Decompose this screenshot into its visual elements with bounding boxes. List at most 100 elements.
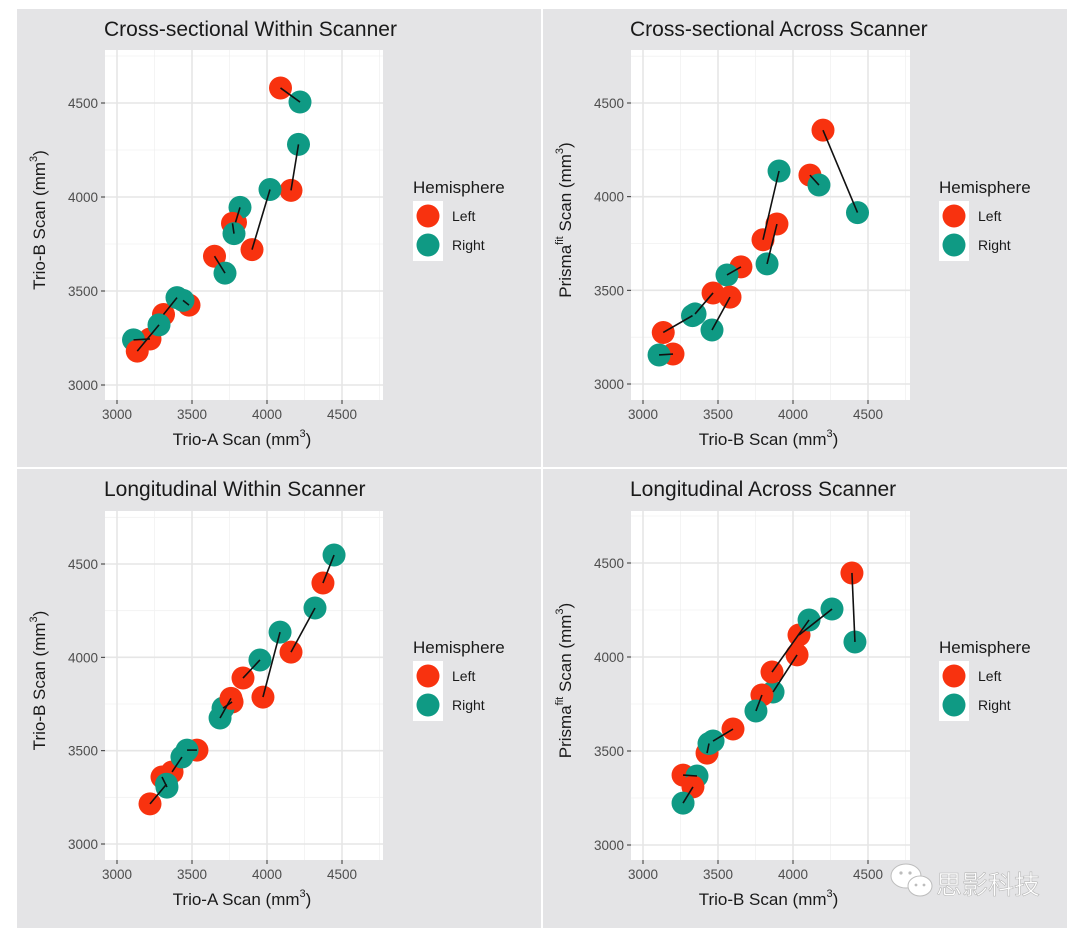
legend-swatch-left bbox=[416, 204, 440, 228]
pair-connector-line bbox=[851, 572, 856, 642]
y-tick-label: 3500 bbox=[594, 283, 624, 298]
y-tick-label: 4000 bbox=[68, 650, 98, 665]
legend-swatch-right bbox=[942, 693, 966, 717]
y-axis-label: Prismafit Scan (mm3) bbox=[554, 603, 575, 758]
pair-connector-line bbox=[771, 619, 810, 673]
pair-connector-line bbox=[136, 324, 160, 352]
legend-label-left: Left bbox=[452, 668, 475, 684]
pair-connector-line bbox=[231, 223, 235, 234]
y-axis-label: Prismafit Scan (mm3) bbox=[554, 142, 575, 297]
pair-connector-line bbox=[182, 299, 190, 306]
watermark: 思影科技 bbox=[890, 863, 1040, 900]
pair-connector-line bbox=[262, 631, 281, 698]
y-tick-label: 4500 bbox=[68, 96, 98, 111]
y-axis-label: Trio-B Scan (mm3) bbox=[28, 150, 49, 290]
legend-label-right: Right bbox=[978, 237, 1011, 253]
y-tick-label: 3500 bbox=[68, 744, 98, 759]
pair-connector-line bbox=[219, 698, 232, 719]
y-tick-label: 4000 bbox=[594, 190, 624, 205]
data-points bbox=[671, 561, 867, 815]
y-tick-label: 3000 bbox=[594, 377, 624, 392]
pair-connector-line bbox=[694, 292, 714, 315]
wechat-icon bbox=[890, 863, 933, 897]
legend-swatch-left bbox=[416, 664, 440, 688]
legend-swatch-right bbox=[416, 693, 440, 717]
legend-swatch-left bbox=[942, 204, 966, 228]
legend-label-left: Left bbox=[452, 208, 475, 224]
legend: Hemisphere Left Right bbox=[413, 178, 505, 261]
y-tick-label: 3500 bbox=[594, 744, 624, 759]
legend-title: Hemisphere bbox=[939, 638, 1031, 657]
data-points bbox=[122, 76, 312, 363]
point-left bbox=[203, 244, 226, 268]
panel-title: Cross-sectional Within Scanner bbox=[104, 18, 397, 41]
x-tick-label: 4500 bbox=[853, 867, 883, 882]
x-tick-label: 3000 bbox=[628, 867, 658, 882]
chart-panel: 3000 3500 4000 4500 3000 3500 4000 4500 Longitud… bbox=[17, 469, 541, 928]
legend-title: Hemisphere bbox=[413, 638, 505, 657]
pair-connector-line bbox=[712, 728, 734, 742]
pair-connector-line bbox=[822, 129, 859, 213]
x-tick-label: 4000 bbox=[252, 407, 282, 422]
x-tick-label: 3000 bbox=[102, 407, 132, 422]
x-tick-label: 3500 bbox=[703, 867, 733, 882]
y-tick-label: 4500 bbox=[594, 96, 624, 111]
legend: Hemisphere Left Right bbox=[413, 638, 505, 721]
legend-title: Hemisphere bbox=[939, 178, 1031, 197]
legend-swatch-left bbox=[942, 664, 966, 688]
x-axis-label: Trio-B Scan (mm3) bbox=[699, 888, 839, 909]
panel-title: Longitudinal Across Scanner bbox=[630, 478, 896, 501]
y-tick-label: 4500 bbox=[68, 557, 98, 572]
panels: 3000 3500 4000 4500 3000 3500 4000 4500 Cross-se… bbox=[17, 9, 1067, 928]
y-tick-label: 4500 bbox=[594, 556, 624, 571]
pair-connector-line bbox=[290, 607, 316, 653]
data-points bbox=[138, 543, 346, 816]
panel-title: Cross-sectional Across Scanner bbox=[630, 18, 928, 41]
x-tick-label: 4000 bbox=[778, 407, 808, 422]
x-tick-label: 4000 bbox=[778, 867, 808, 882]
x-tick-label: 4500 bbox=[327, 867, 357, 882]
pair-connector-line bbox=[251, 189, 271, 250]
x-axis-label: Trio-A Scan (mm3) bbox=[173, 428, 312, 449]
pair-connector-line bbox=[809, 174, 820, 186]
x-tick-label: 3500 bbox=[703, 407, 733, 422]
pair-connector-line bbox=[213, 255, 226, 274]
pair-connector-line bbox=[682, 774, 698, 777]
legend-label-right: Right bbox=[978, 697, 1011, 713]
legend-label-left: Left bbox=[978, 208, 1001, 224]
legend-label-right: Right bbox=[452, 237, 485, 253]
pair-connector-line bbox=[280, 87, 301, 103]
y-tick-label: 3000 bbox=[68, 378, 98, 393]
pair-connector-line bbox=[234, 207, 241, 223]
pair-connector-line bbox=[772, 654, 798, 693]
x-tick-label: 3500 bbox=[177, 407, 207, 422]
pair-connector-line bbox=[290, 144, 300, 191]
y-tick-label: 4000 bbox=[594, 650, 624, 665]
pair-connector-line bbox=[682, 786, 694, 804]
legend: Hemisphere Left Right bbox=[939, 638, 1031, 721]
pair-connector-line bbox=[798, 608, 833, 636]
pair-connector-line bbox=[766, 223, 778, 265]
pair-connector-line bbox=[171, 756, 183, 773]
legend-label-left: Left bbox=[978, 668, 1001, 684]
x-tick-label: 4500 bbox=[327, 407, 357, 422]
pair-connector-line bbox=[162, 297, 178, 315]
y-tick-label: 3000 bbox=[68, 837, 98, 852]
pair-connector-line bbox=[706, 743, 710, 754]
y-tick-label: 4000 bbox=[68, 190, 98, 205]
chart-panel: 3000 3500 4000 4500 3000 3500 4000 4500 Longitud… bbox=[543, 469, 1067, 928]
x-axis-label: Trio-B Scan (mm3) bbox=[699, 428, 839, 449]
pair-connector-line bbox=[242, 659, 261, 679]
x-tick-label: 3000 bbox=[102, 867, 132, 882]
pair-connector-line bbox=[658, 353, 674, 356]
watermark-text: 思影科技 bbox=[936, 870, 1040, 900]
legend-swatch-right bbox=[942, 233, 966, 257]
pair-connector-line bbox=[322, 554, 335, 584]
x-tick-label: 3500 bbox=[177, 867, 207, 882]
chart-panel: 3000 3500 4000 4500 3000 3500 4000 4500 Cross-se… bbox=[17, 9, 541, 467]
x-tick-label: 3000 bbox=[628, 407, 658, 422]
pair-connector-line bbox=[726, 266, 742, 276]
point-left bbox=[240, 238, 264, 262]
data-points bbox=[647, 118, 869, 367]
